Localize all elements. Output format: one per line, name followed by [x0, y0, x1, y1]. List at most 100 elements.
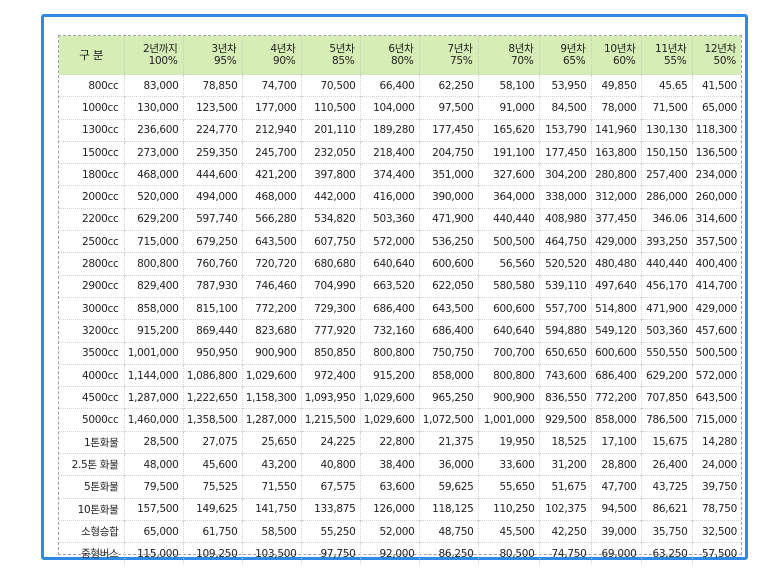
table-cell: 869,440 — [182, 319, 242, 343]
column-year: 4년차 — [270, 43, 296, 55]
table-cell: 729,300 — [300, 296, 360, 320]
table-cell: 715,000 — [123, 230, 183, 253]
table-cell: 503,360 — [640, 319, 692, 343]
table-cell: 364,000 — [477, 185, 539, 209]
table-row: 10톤화물 157,500 149,625 141,750 133,875 126,000… — [59, 497, 741, 521]
table-cell: 24,225 — [300, 430, 360, 454]
table-cell: 400,400 — [691, 252, 741, 276]
table-cell: 1,215,500 — [300, 408, 360, 432]
table-cell: 594,880 — [538, 319, 591, 343]
table-cell: 14,280 — [691, 430, 741, 454]
table-cell: 273,000 — [123, 140, 183, 164]
table-cell: 679,250 — [182, 230, 242, 253]
table-cell: 858,000 — [123, 296, 183, 320]
table-cell: 74,700 — [241, 73, 301, 97]
table-cell: 750,750 — [418, 341, 478, 365]
table-cell: 566,280 — [241, 207, 301, 231]
table-cell: 15,675 — [640, 430, 692, 454]
table-cell: 686,400 — [359, 296, 419, 320]
column-percent: 60% — [613, 55, 636, 67]
table-cell: 189,280 — [359, 118, 419, 142]
column-percent: 70% — [511, 55, 534, 67]
table-cell: 700,700 — [477, 341, 539, 365]
table-cell: 51,675 — [538, 475, 591, 499]
table-cell: 732,160 — [359, 319, 419, 343]
table-container: 구 분 2년까지 100% 3년차 95% 4년차 90% 5년차 85% 6년차 80% 7년차 7… — [58, 35, 742, 565]
table-cell: 1,158,300 — [241, 386, 301, 409]
column-percent: 90% — [273, 55, 296, 67]
table-cell: 500,500 — [477, 230, 539, 253]
column-year: 9년차 — [560, 43, 586, 55]
table-cell: 41,500 — [691, 73, 741, 97]
table-cell: 115,000 — [123, 542, 183, 565]
table-cell: 622,050 — [418, 274, 478, 298]
column-year: 10년차 — [604, 43, 636, 55]
table-cell: 78,000 — [590, 96, 641, 120]
table-cell: 57,500 — [691, 542, 741, 565]
table-cell: 1,287,000 — [241, 408, 301, 432]
table-cell: 71,500 — [640, 96, 692, 120]
column-year: 6년차 — [388, 43, 414, 55]
column-year: 2년까지 — [143, 43, 178, 55]
table-cell: 1,001,000 — [123, 341, 183, 365]
table-cell: 25,650 — [241, 430, 301, 454]
table-cell: 45.65 — [640, 73, 692, 97]
table-cell: 32,500 — [691, 519, 741, 543]
table-row: 소형승합 65,000 61,750 58,500 55,250 52,000 48,750… — [59, 519, 741, 543]
table-cell: 45,500 — [477, 519, 539, 543]
table-cell: 514,800 — [590, 296, 641, 320]
header-row: 구 분 2년까지 100% 3년차 95% 4년차 90% 5년차 85% 6년차 80% 7년차 7… — [59, 36, 741, 75]
table-cell: 680,680 — [300, 252, 360, 276]
table-cell: 915,200 — [359, 363, 419, 387]
table-cell: 1,460,000 — [123, 408, 183, 432]
table-cell: 70,500 — [300, 73, 360, 97]
row-label: 2.5톤 화물 — [59, 453, 124, 476]
table-cell: 929,500 — [538, 408, 591, 432]
table-cell: 414,700 — [691, 274, 741, 298]
table-cell: 48,750 — [418, 519, 478, 543]
row-label: 1000cc — [59, 96, 124, 120]
table-cell: 972,400 — [300, 363, 360, 387]
row-label: 3500cc — [59, 341, 124, 365]
table-cell: 1,222,650 — [182, 386, 242, 409]
table-row: 2000cc 520,000 494,000 468,000 442,000 416,00… — [59, 185, 741, 209]
table-cell: 62,250 — [418, 73, 478, 97]
row-label: 2900cc — [59, 274, 124, 298]
table-cell: 123,500 — [182, 96, 242, 120]
row-label: 1톤화물 — [59, 430, 124, 454]
table-cell: 393,250 — [640, 230, 692, 253]
table-cell: 772,200 — [241, 296, 301, 320]
image-frame: 구 분 2년까지 100% 3년차 95% 4년차 90% 5년차 85% 6년차 80% 7년차 7… — [41, 14, 748, 565]
table-cell: 149,625 — [182, 497, 242, 521]
table-row: 1300cc 236,600 224,770 212,940 201,110 189,28… — [59, 118, 741, 142]
column-percent: 75% — [450, 55, 473, 67]
table-cell: 468,000 — [123, 163, 183, 186]
row-label: 소형승합 — [59, 519, 124, 543]
row-label: 4500cc — [59, 386, 124, 409]
table-cell: 629,200 — [640, 363, 692, 387]
table-cell: 97,750 — [300, 542, 360, 565]
column-percent: 65% — [563, 55, 586, 67]
table-cell: 48,000 — [123, 453, 183, 476]
table-cell: 600,600 — [590, 341, 641, 365]
table-cell: 1,086,800 — [182, 363, 242, 387]
table-cell: 351,000 — [418, 163, 478, 186]
table-cell: 39,000 — [590, 519, 641, 543]
table-cell: 31,200 — [538, 453, 591, 476]
table-cell: 22,800 — [359, 430, 419, 454]
table-cell: 815,100 — [182, 296, 242, 320]
table-row: 3500cc 1,001,000 950,950 900,900 850,850 800,… — [59, 341, 741, 365]
table-row: 4000cc 1,144,000 1,086,800 1,029,600 972,400… — [59, 363, 741, 387]
row-label: 2800cc — [59, 252, 124, 276]
table-cell: 338,000 — [538, 185, 591, 209]
table-cell: 133,875 — [300, 497, 360, 521]
row-label: 2500cc — [59, 230, 124, 253]
vehicle-tax-table: 구 분 2년까지 100% 3년차 95% 4년차 90% 5년차 85% 6년차 80% 7년차 7… — [59, 36, 741, 565]
table-cell: 224,770 — [182, 118, 242, 142]
row-label: 3200cc — [59, 319, 124, 343]
table-cell: 915,200 — [123, 319, 183, 343]
table-cell: 772,200 — [590, 386, 641, 409]
table-cell: 557,700 — [538, 296, 591, 320]
table-cell: 497,640 — [590, 274, 641, 298]
table-cell: 136,500 — [691, 140, 741, 164]
